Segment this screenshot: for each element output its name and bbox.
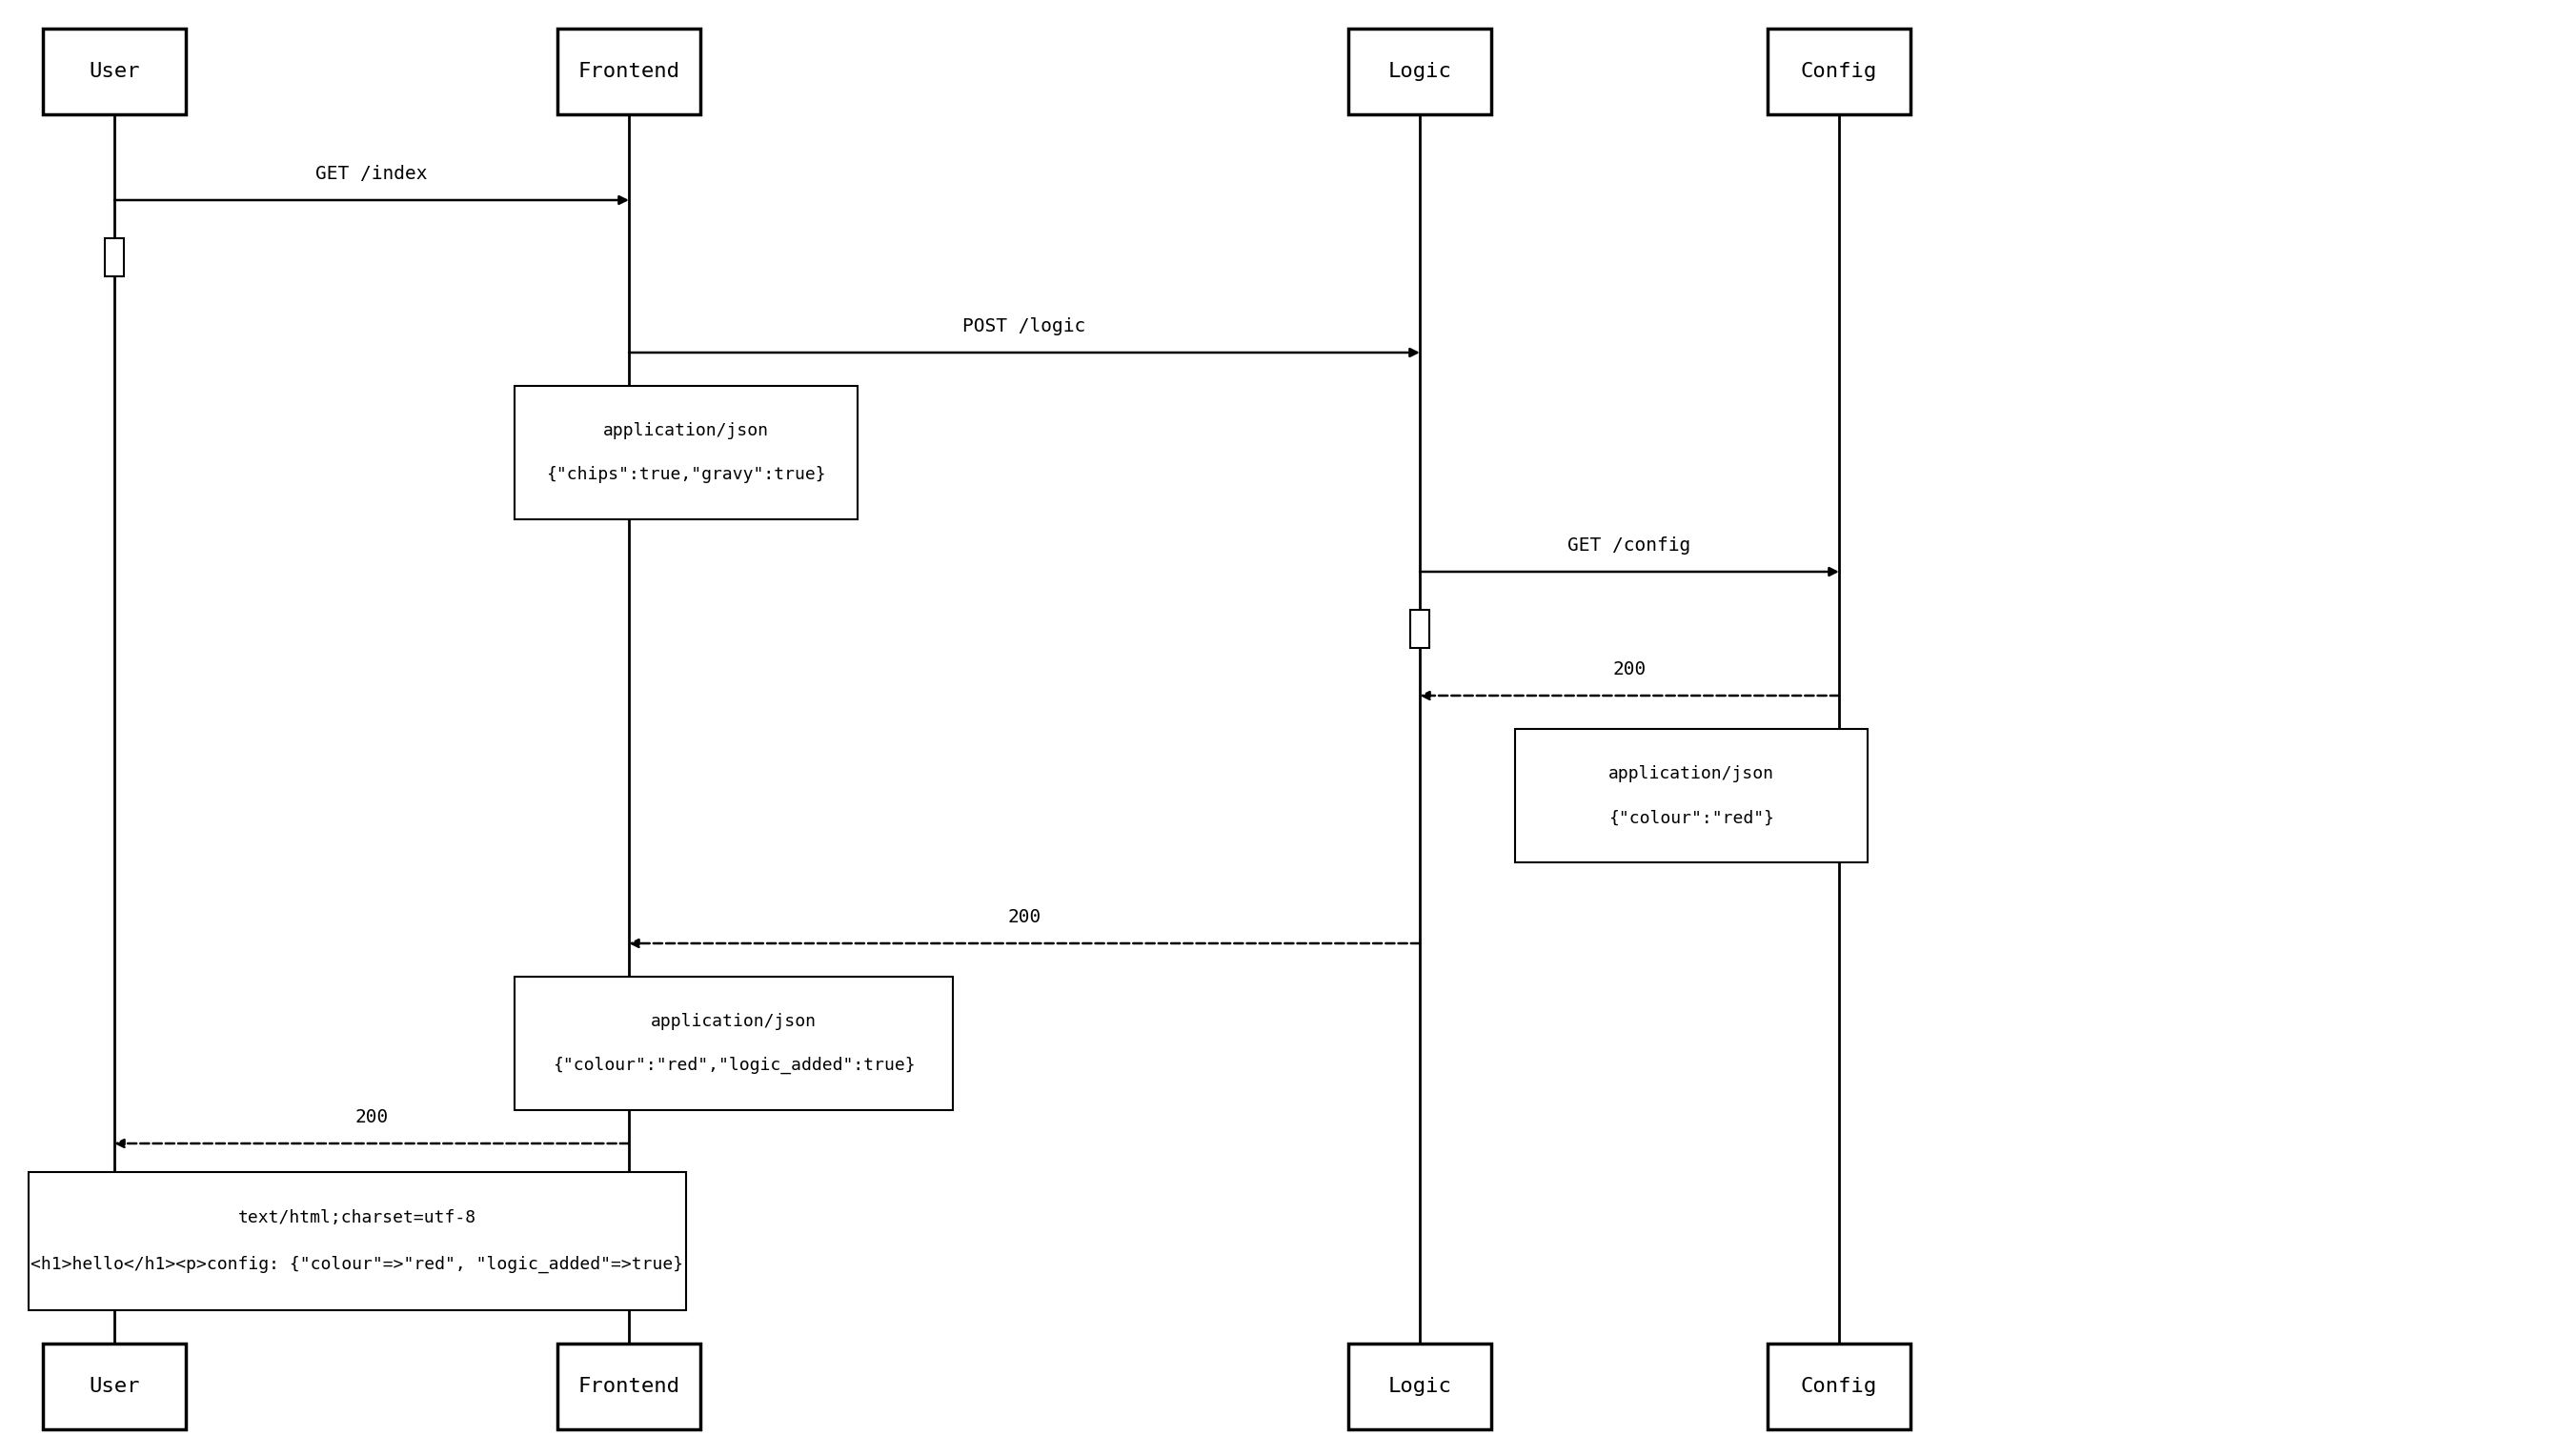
Bar: [1348, 1344, 1491, 1430]
Bar: [1769, 29, 1910, 115]
Text: 200: 200: [354, 1108, 388, 1127]
Text: Frontend: Frontend: [578, 1377, 680, 1396]
Bar: [557, 29, 701, 115]
Text: Frontend: Frontend: [578, 63, 680, 82]
Text: POST /logic: POST /logic: [963, 317, 1086, 335]
Bar: [513, 386, 857, 520]
Bar: [105, 239, 123, 277]
Bar: [44, 1344, 185, 1430]
Text: Config: Config: [1802, 1377, 1876, 1396]
Bar: [513, 977, 952, 1109]
Bar: [44, 29, 185, 115]
Text: application/json: application/json: [603, 422, 770, 438]
Bar: [1769, 1344, 1910, 1430]
Bar: [557, 1344, 701, 1430]
Text: GET /index: GET /index: [316, 165, 429, 183]
Text: 200: 200: [1006, 909, 1042, 926]
Text: application/json: application/json: [1610, 764, 1774, 782]
Text: GET /config: GET /config: [1568, 536, 1692, 555]
Text: {"colour":"red","logic_added":true}: {"colour":"red","logic_added":true}: [552, 1057, 914, 1075]
Text: {"chips":true,"gravy":true}: {"chips":true,"gravy":true}: [547, 466, 827, 483]
Bar: [1348, 29, 1491, 115]
Text: {"colour":"red"}: {"colour":"red"}: [1610, 810, 1774, 827]
Text: User: User: [90, 63, 139, 82]
Bar: [28, 1172, 685, 1310]
Text: Config: Config: [1802, 63, 1876, 82]
Bar: [1515, 729, 1869, 862]
Text: User: User: [90, 1377, 139, 1396]
Text: <h1>hello</h1><p>config: {"colour"=>"red", "logic_added"=>true}: <h1>hello</h1><p>config: {"colour"=>"red…: [31, 1255, 683, 1273]
Text: 200: 200: [1612, 661, 1645, 678]
Text: Logic: Logic: [1389, 63, 1450, 82]
Bar: [1409, 610, 1430, 648]
Text: application/json: application/json: [652, 1012, 816, 1029]
Text: Logic: Logic: [1389, 1377, 1450, 1396]
Text: text/html;charset=utf-8: text/html;charset=utf-8: [239, 1210, 477, 1226]
